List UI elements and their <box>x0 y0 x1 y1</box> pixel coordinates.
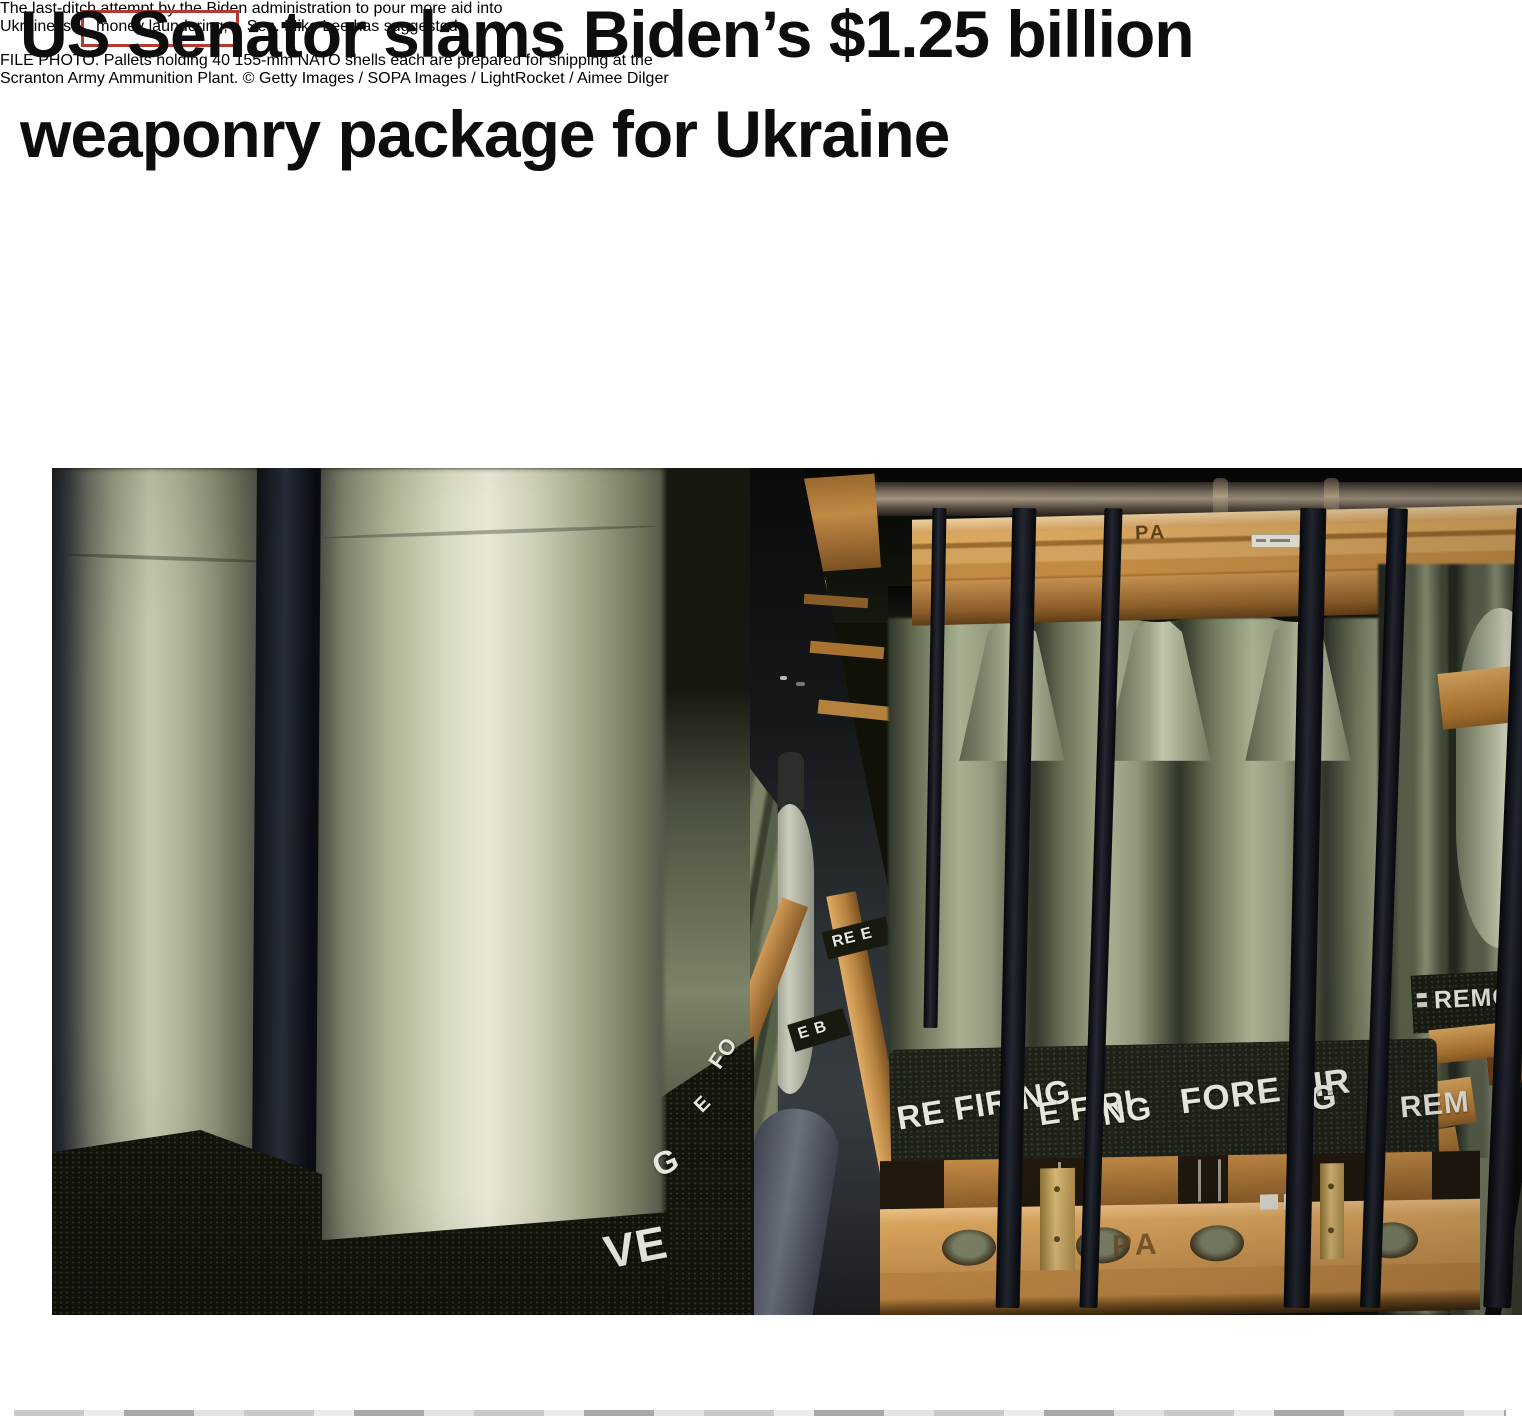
article-photo: RE E E B PA REMOV EM RE FIRING E FIRI NG… <box>52 468 1522 1315</box>
shell-band-text: RE E <box>830 924 875 951</box>
deck-pin <box>1218 1159 1221 1202</box>
pipe-joint <box>1213 478 1228 519</box>
band-mark <box>1416 1001 1428 1008</box>
deck-pin <box>1198 1159 1201 1202</box>
foreground-shell-center <box>312 468 664 1256</box>
caption-line-1: FILE PHOTO. Pallets holding 40 155-mm NA… <box>0 52 653 69</box>
subhead-line-2: Ukraine is money laundering, Sen. Mike Lee… <box>0 10 1522 47</box>
pa-stamp-bottom: PA <box>1111 1227 1162 1264</box>
distant-shell-tip <box>778 752 804 814</box>
headline-line-1: US Senator slams Biden’s $1.25 billion <box>20 0 1195 71</box>
subhead-text-before: Ukraine is <box>0 18 72 35</box>
subhead-text-after: Sen. Mike Lee has suggested <box>246 18 458 35</box>
foreground-shell-band <box>306 1212 668 1315</box>
distant-light-glint <box>780 676 787 680</box>
foreground-shell-band <box>52 1130 322 1315</box>
headline-line-2: weaponry package for Ukraine <box>20 97 950 171</box>
pa-stamp-top: PA <box>1134 521 1168 545</box>
band-mark <box>1416 992 1427 999</box>
deck-label-chip <box>1260 1194 1278 1210</box>
highlight-annotation-box: money laundering, <box>81 10 239 47</box>
pallet-label-marks <box>1256 539 1300 542</box>
caption-line-2: Scranton Army Ammunition Plant. © Getty … <box>0 70 669 87</box>
shell-band-text: E B <box>795 1017 830 1043</box>
metal-bracket <box>1320 1163 1344 1260</box>
band-text-ng: NG <box>1099 1089 1155 1133</box>
metal-bracket <box>1040 1167 1075 1271</box>
pallet-deck: PA <box>880 1150 1480 1315</box>
distant-light-glint <box>796 682 805 686</box>
foreground-shell-left <box>52 468 272 1184</box>
next-content-edge <box>14 1410 1506 1416</box>
subhead-line-1: The last-ditch attempt by the Biden admi… <box>0 0 503 17</box>
band-text-rem: REM <box>1398 1085 1472 1125</box>
before-firing-band-row: RE FIRING E FIRI NG FORE FIR G REM <box>888 1038 1471 1172</box>
article-headline: US Senator slams Biden’s $1.25 billion w… <box>20 0 1515 184</box>
